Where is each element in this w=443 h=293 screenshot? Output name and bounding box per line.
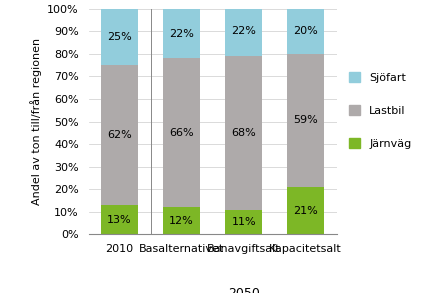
Text: 13%: 13% — [107, 215, 132, 225]
Text: 22%: 22% — [231, 26, 256, 36]
Text: 2050: 2050 — [228, 287, 260, 293]
Bar — [287, 187, 324, 234]
Text: 25%: 25% — [107, 32, 132, 42]
Bar — [101, 205, 138, 234]
Bar — [225, 56, 262, 209]
Legend: Sjöfart, Lastbil, Järnväg: Sjöfart, Lastbil, Järnväg — [345, 67, 416, 153]
Bar — [101, 65, 138, 205]
Bar — [163, 207, 200, 234]
Bar — [101, 9, 138, 65]
Text: 21%: 21% — [293, 206, 318, 216]
Text: 20%: 20% — [293, 26, 318, 36]
Text: 68%: 68% — [231, 128, 256, 138]
Bar — [225, 6, 262, 56]
Y-axis label: Andel av ton till/från regionen: Andel av ton till/från regionen — [30, 38, 42, 205]
Text: 11%: 11% — [231, 217, 256, 227]
Bar — [163, 9, 200, 58]
Bar — [287, 54, 324, 187]
Bar — [225, 209, 262, 234]
Text: 22%: 22% — [169, 29, 194, 39]
Bar — [163, 58, 200, 207]
Bar — [287, 9, 324, 54]
Text: 66%: 66% — [169, 128, 194, 138]
Text: 59%: 59% — [293, 115, 318, 125]
Text: 12%: 12% — [169, 216, 194, 226]
Text: 62%: 62% — [107, 130, 132, 140]
